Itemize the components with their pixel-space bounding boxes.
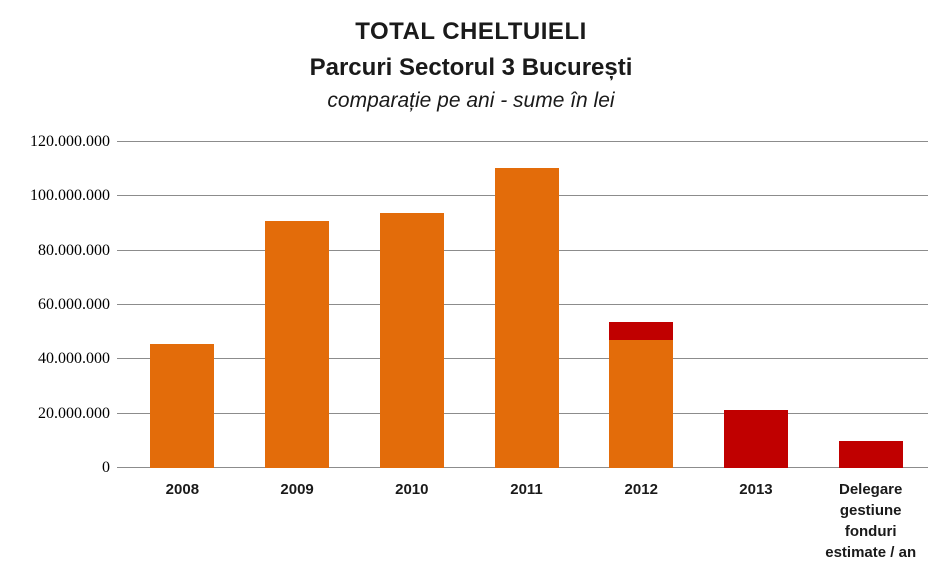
bar-slot-2011	[469, 142, 584, 468]
x-axis-label-2008: 2008	[165, 481, 200, 498]
x-label-slot: 2010	[354, 479, 469, 563]
bar-slot-2009	[240, 142, 355, 468]
x-axis-labels: 2008 2009 2010 2011 2012 2013 Delegare gestiun…	[125, 479, 928, 563]
bars-row	[125, 142, 928, 468]
title-block: TOTAL CHELTUIELI Parcuri Sectorul 3 Bucu…	[0, 14, 942, 116]
y-axis-tick	[117, 195, 125, 197]
bar-segment-2008-orange	[150, 344, 215, 468]
bar-2010	[379, 142, 444, 468]
bar-2009	[265, 142, 330, 468]
bar-segment-2009-orange	[265, 220, 330, 468]
y-axis-label-100.000.000: 100.000.000	[30, 187, 110, 205]
y-axis-tick	[117, 412, 125, 414]
chart-title: TOTAL CHELTUIELI	[355, 18, 587, 45]
x-axis-label-2012: 2012	[624, 481, 658, 498]
x-label-slot: 2009	[240, 479, 355, 563]
x-axis-label-2011: 2011	[510, 481, 543, 498]
y-axis-tick	[117, 141, 125, 142]
y-axis-label-80.000.000: 80.000.000	[38, 241, 110, 259]
x-label-slot: 2008	[125, 479, 240, 563]
bar-slot-Delegare	[813, 142, 928, 468]
x-label-slot: 2011	[469, 479, 584, 563]
y-axis-label-40.000.000: 40.000.000	[38, 350, 110, 368]
bar-2011	[494, 142, 559, 468]
bar-slot-2013	[699, 142, 814, 468]
x-label-slot: 2012	[584, 479, 699, 563]
bar-segment-2012-red	[609, 322, 674, 341]
y-axis-tick	[117, 358, 125, 360]
bar-2013	[723, 142, 788, 468]
x-label-slot: Delegare gestiune fonduri estimate / an	[813, 479, 928, 563]
y-axis-tick	[117, 304, 125, 305]
chart-subtitle: Parcuri Sectorul 3 București	[309, 54, 633, 81]
bar-segment-2012-orange	[609, 340, 674, 468]
bar-slot-2010	[354, 142, 469, 468]
x-label-slot: 2013	[699, 479, 814, 563]
gridline-120.000.000	[125, 141, 928, 142]
bar-2008	[150, 142, 215, 468]
y-axis-label-20.000.000: 20.000.000	[38, 404, 110, 422]
x-axis-label-2013: 2013	[739, 481, 773, 498]
y-axis-label-0: 0	[102, 459, 110, 476]
y-axis-tick	[117, 249, 125, 251]
bar-slot-2008	[125, 142, 240, 468]
bar-Delegare	[838, 142, 903, 468]
bar-2012	[609, 142, 674, 468]
x-axis-label-2010: 2010	[395, 481, 429, 498]
bar-slot-2012	[584, 142, 699, 468]
x-axis-label-Delegare: Delegare gestiune fonduri estimate / an	[825, 481, 917, 561]
plot-area	[117, 141, 928, 468]
chart-caption: comparație pe ani - sume în lei	[327, 89, 615, 112]
bar-segment-2010-orange	[379, 212, 444, 468]
y-axis-label-120.000.000: 120.000.000	[30, 133, 110, 150]
y-axis-tick	[117, 467, 125, 468]
y-axis-labels: 0 20.000.000 40.000.000 60.000.000 80.000.00…	[0, 133, 125, 476]
bar-segment-2011-orange	[494, 167, 559, 468]
y-axis-label-60.000.000: 60.000.000	[38, 296, 110, 313]
bar-segment-Delegare-red	[838, 440, 903, 468]
bar-segment-2013-red	[723, 409, 788, 468]
x-axis-label-2009: 2009	[280, 481, 314, 498]
